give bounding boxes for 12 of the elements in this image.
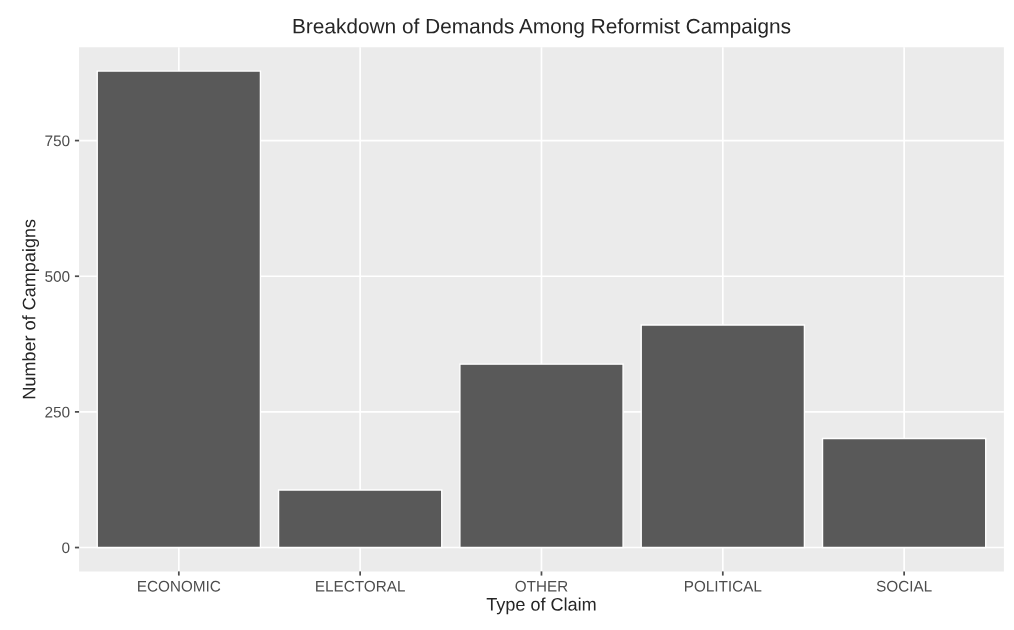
chart-title: Breakdown of Demands Among Reformist Campaigns xyxy=(293,18,791,38)
x-tick-label: OTHER xyxy=(515,580,568,592)
y-tick-label: 250 xyxy=(45,406,70,418)
y-tick-label: 0 xyxy=(62,542,70,554)
y-tick-label: 500 xyxy=(45,271,70,282)
x-tick-label: POLITICAL xyxy=(685,580,762,592)
x-tick-label: ECONOMIC xyxy=(138,580,221,592)
y-tick-label: 750 xyxy=(45,135,70,147)
x-tick-label: ELECTORAL xyxy=(316,580,405,592)
x-tick-label: SOCIAL xyxy=(876,580,932,592)
y-axis-title: Number of Campaigns xyxy=(22,219,40,399)
x-axis-title: Type of Claim xyxy=(486,597,596,615)
